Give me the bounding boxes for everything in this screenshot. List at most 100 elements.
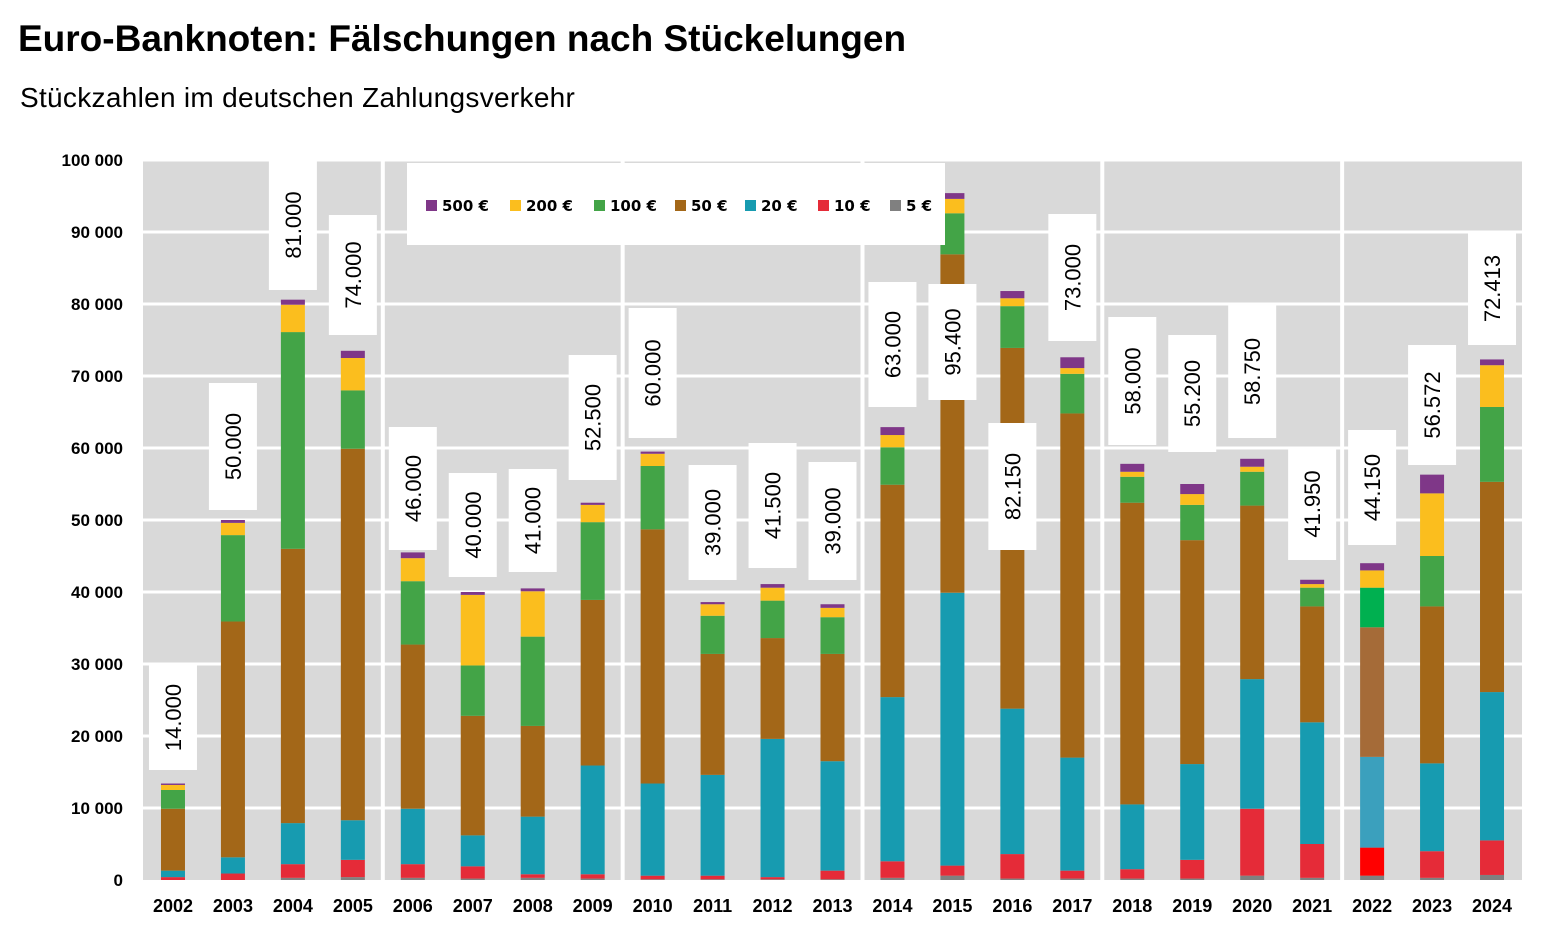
bar-segment	[1180, 878, 1205, 880]
chart-title: Euro-Banknoten: Fälschungen nach Stückel…	[18, 18, 907, 59]
total-data-label: 60.000	[641, 339, 666, 406]
legend-label: 20 €	[761, 197, 798, 215]
bar-segment	[700, 604, 725, 616]
total-data-label: 56.572	[1420, 371, 1445, 438]
legend-label: 10 €	[834, 197, 871, 215]
bar-segment	[940, 865, 965, 876]
bar-segment	[640, 879, 665, 880]
bar-segment	[1360, 627, 1385, 757]
bar-segment	[1120, 463, 1145, 472]
bar-segment	[1240, 471, 1265, 506]
x-tick-label: 2002	[153, 896, 193, 916]
bar-segment	[1300, 844, 1325, 878]
bar-segment	[820, 653, 845, 762]
bar-segment	[880, 447, 905, 485]
bar-segment	[340, 820, 365, 860]
bar-segment	[1180, 484, 1205, 495]
bar-segment	[1060, 373, 1085, 414]
bar-segment	[640, 466, 665, 530]
x-tick-label: 2007	[453, 896, 493, 916]
x-tick-label: 2017	[1052, 896, 1092, 916]
bar-segment	[1240, 875, 1265, 880]
data-label-box	[388, 427, 437, 550]
bar-segment	[1120, 476, 1145, 503]
bar-segment	[1060, 870, 1085, 879]
bar-segment	[1480, 840, 1505, 875]
x-tick-label: 2023	[1412, 896, 1452, 916]
x-tick-label: 2020	[1232, 896, 1272, 916]
bar-segment	[460, 665, 485, 716]
x-tick-label: 2021	[1292, 896, 1332, 916]
total-data-label: 73.000	[1060, 244, 1085, 311]
bar-segment	[520, 877, 545, 880]
bar-segment	[280, 548, 305, 824]
bar-segment	[880, 697, 905, 862]
x-tick-label: 2014	[872, 896, 912, 916]
bar-segment	[1300, 606, 1325, 723]
bar-segment	[880, 427, 905, 436]
data-label-box	[1288, 448, 1337, 560]
bar-segment	[460, 594, 485, 666]
bar-segment	[400, 877, 425, 880]
bar-segment	[460, 715, 485, 836]
bar-segment	[1480, 359, 1505, 366]
data-label-box	[268, 160, 317, 290]
data-label-box	[628, 308, 677, 438]
total-data-label: 41.000	[521, 487, 546, 554]
bar-segment	[280, 332, 305, 549]
y-tick-label: 50 000	[71, 511, 123, 530]
bar-segment	[160, 784, 185, 790]
bar-segment	[220, 522, 245, 536]
data-label-box	[1048, 214, 1097, 341]
data-label-box	[1348, 430, 1397, 545]
bar-segment	[1060, 413, 1085, 758]
bar-segment	[1000, 708, 1025, 855]
data-label-box	[988, 423, 1037, 550]
bar-segment	[340, 877, 365, 880]
bar-segment	[760, 600, 785, 639]
total-data-label: 46.000	[401, 455, 426, 522]
legend-swatch	[890, 200, 901, 211]
bar-segment	[280, 823, 305, 865]
y-tick-label: 70 000	[71, 367, 123, 386]
x-tick-label: 2005	[333, 896, 373, 916]
legend-label: 500 €	[442, 197, 489, 215]
bar-segment	[340, 350, 365, 358]
bar-segment	[1060, 357, 1085, 369]
bar-segment	[640, 875, 665, 880]
bar-segment	[880, 435, 905, 448]
y-tick-label: 100 000	[62, 151, 123, 170]
bar-segment	[580, 878, 605, 880]
data-label-box	[868, 282, 917, 407]
data-label-box	[1108, 317, 1157, 445]
bar-segment	[280, 864, 305, 878]
bar-segment	[1000, 291, 1025, 299]
bar-segment	[460, 592, 485, 595]
bar-segment	[280, 877, 305, 880]
bar-segment	[760, 738, 785, 878]
bar-segment	[1420, 877, 1445, 880]
bar-segment	[1300, 877, 1325, 880]
total-data-label: 41.500	[761, 472, 786, 539]
x-tick-label: 2010	[633, 896, 673, 916]
bar-segment	[160, 877, 185, 880]
data-label-box	[508, 469, 557, 572]
y-tick-label: 30 000	[71, 655, 123, 674]
bar-segment	[1180, 859, 1205, 879]
x-tick-label: 2012	[753, 896, 793, 916]
legend-swatch	[818, 200, 829, 211]
bar-segment	[640, 451, 665, 454]
bar-segment	[520, 816, 545, 875]
bar-segment	[400, 644, 425, 809]
total-data-label: 58.000	[1120, 347, 1145, 414]
x-tick-label: 2024	[1472, 896, 1512, 916]
bar-segment	[520, 874, 545, 878]
legend-swatch	[510, 200, 521, 211]
chart-subtitle: Stückzahlen im deutschen Zahlungsverkehr	[20, 82, 576, 113]
x-tick-label: 2015	[932, 896, 972, 916]
bar-segment	[1120, 878, 1145, 880]
legend-label: 100 €	[610, 197, 657, 215]
bar-segment	[340, 390, 365, 449]
x-tick-label: 2006	[393, 896, 433, 916]
bar-segment	[1480, 692, 1505, 841]
